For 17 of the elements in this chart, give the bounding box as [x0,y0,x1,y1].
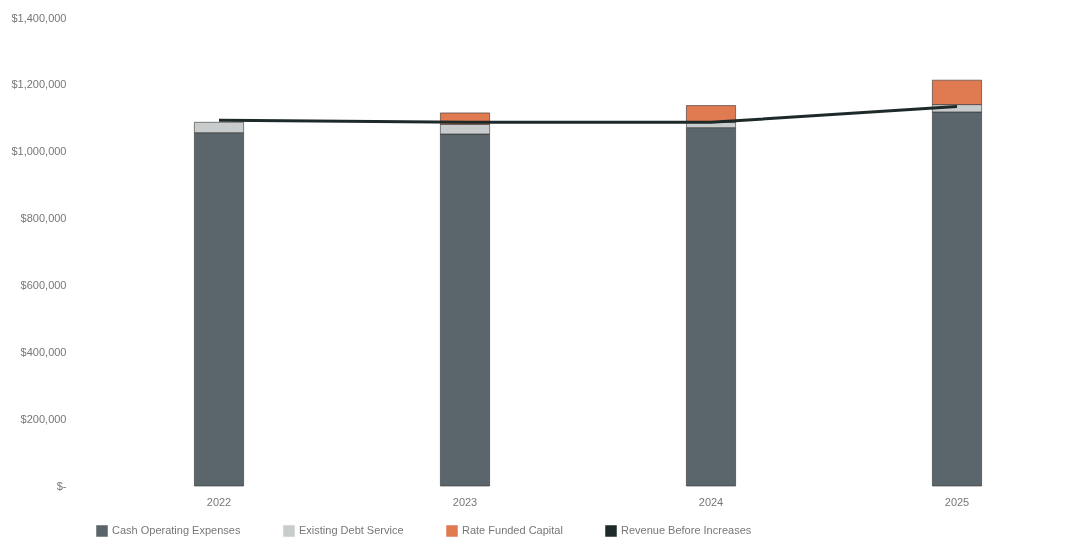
y-tick-label: $400,000 [20,345,67,358]
legend-label: Cash Operating Expenses [112,524,241,536]
x-tick-label: 2024 [698,495,724,508]
legend-label: Existing Debt Service [299,524,404,536]
x-tick-label: 2022 [206,495,232,508]
y-tick-label: $1,400,000 [11,11,67,24]
legend-label: Rate Funded Capital [462,524,563,536]
y-tick-label: $600,000 [20,278,67,291]
legend-label: Revenue Before Increases [621,524,752,536]
y-tick-label: $1,000,000 [11,145,67,158]
x-tick-label: 2025 [944,495,970,508]
bar [686,127,736,487]
y-tick-label: $- [56,479,67,492]
x-tick-label: 2023 [452,495,478,508]
y-tick-label: $800,000 [20,212,67,225]
y-tick-label: $200,000 [20,412,67,425]
y-tick-label: $1,200,000 [11,78,67,91]
